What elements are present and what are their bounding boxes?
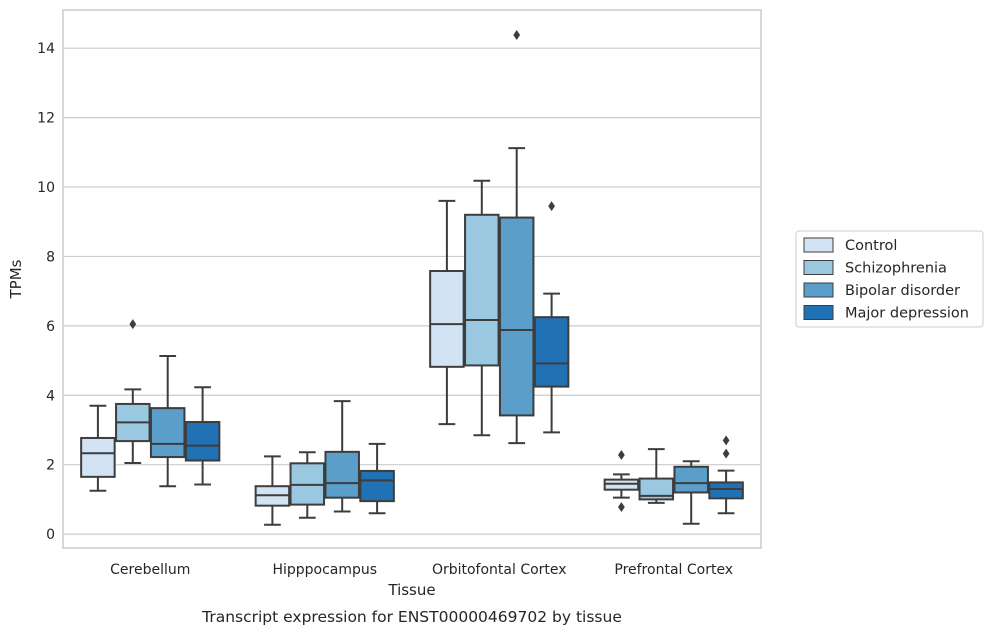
box-schizophrenia (115, 319, 151, 464)
outlier-point (618, 450, 625, 460)
y-gridlines (63, 47, 761, 535)
x-tick-label: Orbitofontal Cortex (432, 562, 567, 578)
x-tick-labels: Cerebellum Hipppocampus Orbitofontal Corte… (110, 562, 733, 578)
box-body (464, 213, 500, 367)
legend-label: Control (845, 238, 897, 254)
outlier-point (513, 30, 521, 40)
box-schizophrenia (464, 179, 500, 437)
box-bipolar-disorder (149, 355, 186, 488)
y-tick-labels: 0 2 4 6 8 10 12 14 (37, 41, 55, 543)
box-bipolar-disorder (498, 30, 535, 445)
box-schizophrenia (638, 448, 675, 504)
box-body (359, 469, 395, 503)
box-major-depression (708, 435, 744, 515)
x-tick-label: Cerebellum (110, 562, 190, 578)
plot-frame (62, 9, 762, 549)
legend-label: Schizophrenia (845, 261, 947, 277)
box-control (603, 450, 640, 512)
box-body (708, 481, 744, 500)
outlier-point (548, 201, 555, 212)
box-body (149, 407, 186, 459)
legend: Control Schizophrenia Bipolar disorder Majo… (795, 230, 984, 328)
outlier-point (722, 448, 730, 459)
box-body (533, 316, 570, 388)
box-control (80, 404, 116, 492)
plot-background (63, 10, 761, 548)
outlier-point (129, 319, 137, 330)
box-body (80, 436, 116, 478)
box-bipolar-disorder (324, 400, 360, 513)
x-axis-label: Tissue (387, 581, 435, 599)
box-control (254, 455, 291, 526)
box-body (429, 270, 465, 368)
legend-swatch (803, 237, 834, 253)
legend-frame (795, 230, 984, 328)
box-major-depression (359, 442, 395, 515)
box-control (429, 199, 465, 426)
y-tick-label: 2 (46, 458, 55, 474)
box-major-depression (184, 386, 221, 486)
legend-swatch (803, 282, 834, 298)
box-body (673, 465, 709, 494)
y-tick-label: 6 (46, 319, 55, 335)
chart-caption: Transcript expression for ENST0000046970… (201, 608, 622, 626)
y-tick-label: 12 (37, 111, 55, 127)
box-body (324, 450, 360, 499)
outlier-point (618, 502, 625, 512)
legend-label: Bipolar disorder (845, 283, 960, 299)
legend-label: Major depression (845, 306, 969, 322)
x-tick-label: Hipppocampus (272, 562, 377, 578)
y-tick-label: 0 (46, 527, 55, 543)
box-body (498, 216, 535, 417)
box-bipolar-disorder (673, 460, 709, 525)
x-tick-label: Prefrontal Cortex (614, 562, 733, 578)
y-axis-label: TPMs (7, 259, 25, 299)
legend-swatch (803, 260, 834, 275)
legend-swatch (803, 305, 834, 320)
box-schizophrenia (289, 451, 326, 519)
boxes (80, 30, 744, 526)
y-tick-label: 14 (37, 41, 55, 57)
y-tick-label: 8 (46, 249, 55, 265)
box-body (638, 477, 675, 501)
y-tick-label: 4 (46, 388, 55, 404)
box-body (184, 421, 221, 462)
outlier-point (722, 435, 730, 446)
y-tick-label: 10 (37, 180, 55, 196)
box-major-depression (533, 201, 570, 434)
